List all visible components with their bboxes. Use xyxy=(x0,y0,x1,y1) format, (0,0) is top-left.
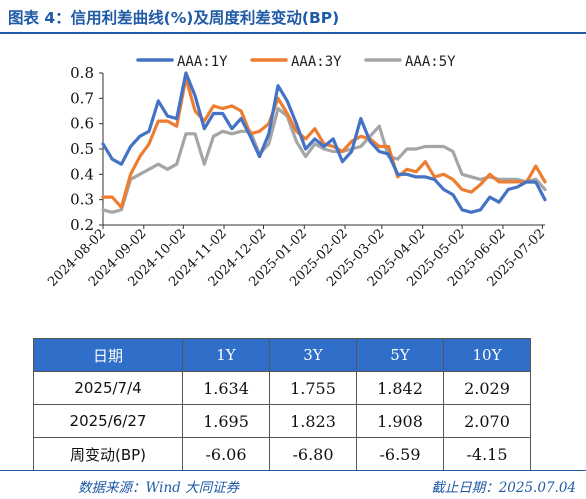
cutoff-date-note: 截止日期：2025.07.04 xyxy=(431,480,576,496)
series-line-aaa-3y xyxy=(101,76,547,209)
table-cell: 2025/7/4 xyxy=(33,371,183,405)
y-tick-label: 0.6 xyxy=(70,115,94,133)
table-header-cell: 5Y xyxy=(356,338,444,372)
y-tick-label: 0.2 xyxy=(70,216,94,234)
table-cell: -4.15 xyxy=(443,437,531,471)
legend-label: AAA:1Y xyxy=(177,54,228,70)
table-cell: 1.908 xyxy=(356,404,444,438)
series-line-aaa-1y xyxy=(101,71,547,214)
title-divider xyxy=(0,32,586,34)
legend-label: AAA:5Y xyxy=(405,54,456,70)
data-source-note: 数据来源：Wind 大同证券 xyxy=(78,480,240,496)
table-cell: 1.842 xyxy=(356,371,444,405)
y-tick-label: 0.8 xyxy=(70,64,94,82)
table-cell: -6.80 xyxy=(269,437,357,471)
legend-label: AAA:3Y xyxy=(291,54,342,70)
table-cell: -6.59 xyxy=(356,437,444,471)
table-cell: 1.634 xyxy=(182,371,270,405)
table-cell: 2.070 xyxy=(443,404,531,438)
table-row: 周变动(BP) -6.06 -6.80 -6.59 -4.15 xyxy=(33,437,531,471)
table-header-row: 日期 1Y 3Y 5Y 10Y xyxy=(33,338,531,372)
y-tick-label: 0.4 xyxy=(70,165,94,183)
table-cell: 1.823 xyxy=(269,404,357,438)
series-line-aaa-5y xyxy=(101,106,547,214)
table-cell: 1.755 xyxy=(269,371,357,405)
spread-change-table: 日期 1Y 3Y 5Y 10Y 2025/7/4 1.634 1.755 1.8… xyxy=(33,338,531,471)
figure-title: 图表 4：信用利差曲线(%)及周度利差变动(BP) xyxy=(8,9,340,27)
credit-spread-line-chart: 0.20.30.40.50.60.70.82024-08-022024-09-0… xyxy=(45,54,548,290)
table-cell: 1.695 xyxy=(182,404,270,438)
table-header-cell: 日期 xyxy=(33,338,183,372)
table-header-cell: 3Y xyxy=(269,338,357,372)
table-cell: 2.029 xyxy=(443,371,531,405)
table-cell: -6.06 xyxy=(182,437,270,471)
y-tick-label: 0.7 xyxy=(70,89,94,107)
table-header-cell: 1Y xyxy=(182,338,270,372)
table-cell: 2025/6/27 xyxy=(33,404,183,438)
footer-divider xyxy=(0,470,586,471)
y-tick-label: 0.5 xyxy=(70,140,94,158)
table-row: 2025/6/27 1.695 1.823 1.908 2.070 xyxy=(33,404,531,438)
table-header-cell: 10Y xyxy=(443,338,531,372)
table-row: 2025/7/4 1.634 1.755 1.842 2.029 xyxy=(33,371,531,405)
table-cell: 周变动(BP) xyxy=(33,437,183,471)
y-tick-label: 0.3 xyxy=(70,191,94,209)
